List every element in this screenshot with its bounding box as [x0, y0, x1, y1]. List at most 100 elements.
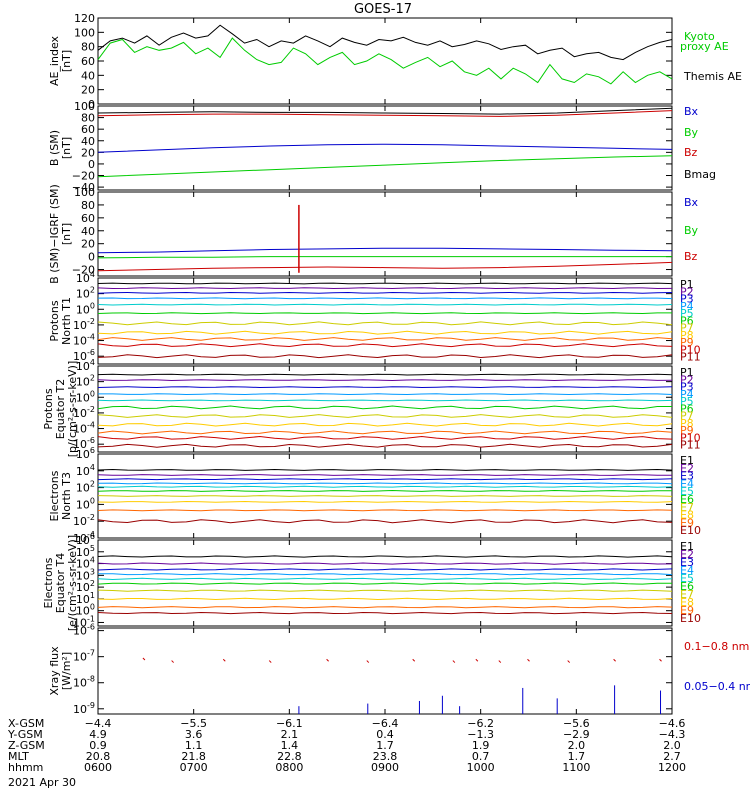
channel-line	[97, 562, 673, 565]
legend-entry: 0.1−0.8 nm	[684, 640, 749, 653]
channel-legend: E8	[680, 509, 694, 522]
xray-mark	[142, 657, 146, 661]
ytick-label: 120	[74, 12, 95, 25]
channel-legend: E9	[680, 516, 694, 529]
ylabel: Protons	[42, 388, 55, 429]
ytick-label: 80	[81, 41, 95, 54]
orbit-value: 23.8	[373, 750, 398, 763]
series-line	[97, 155, 673, 178]
ylabel: [nT]	[60, 50, 73, 72]
legend-entry: Bx	[684, 105, 699, 118]
ylabel: Xray flux	[48, 646, 61, 696]
orbit-value: −6.4	[372, 717, 399, 730]
ytick-label: 100	[74, 100, 95, 113]
ytick-label: 10-2	[73, 513, 95, 528]
orbit-value: 21.8	[181, 750, 206, 763]
orbit-value: 0.9	[89, 739, 107, 752]
channel-line	[97, 573, 673, 576]
series-line	[97, 110, 673, 117]
channel-line	[97, 354, 673, 359]
channel-legend: E9	[680, 604, 694, 617]
ytick-label: 100	[76, 603, 95, 618]
channel-line	[97, 606, 673, 609]
xray-mark	[222, 658, 226, 662]
ylabel: Protons	[48, 300, 61, 341]
orbit-value: 0800	[275, 761, 303, 774]
channel-legend: E8	[680, 596, 694, 609]
legend-entry: Bmag	[684, 168, 716, 181]
ylabel: North T1	[60, 297, 73, 345]
ytick-label: 60	[81, 55, 95, 68]
channel-legend: P10	[680, 431, 701, 444]
ytick-label: 100	[76, 389, 95, 404]
channel-legend: P8	[680, 417, 694, 430]
ytick-label: 60	[81, 123, 95, 136]
channel-legend: E5	[680, 572, 694, 585]
orbit-value: −1.3	[467, 728, 494, 741]
channel-line	[97, 489, 672, 492]
xray-mark	[567, 660, 571, 663]
ytick-label: 40	[81, 69, 95, 82]
ytick-label: 10-8	[73, 675, 95, 690]
ytick-label: 10-4	[73, 530, 95, 545]
channel-line	[97, 291, 673, 294]
ytick-label: 10-2	[73, 405, 95, 420]
series-line	[97, 143, 673, 153]
ytick-label: 20	[81, 84, 95, 97]
xray-mark	[452, 660, 456, 663]
channel-line	[97, 303, 673, 306]
ytick-label: 60	[81, 212, 95, 225]
orbit-row-label: hhmm	[8, 761, 43, 774]
channel-legend: P9	[680, 424, 694, 437]
orbit-value: −4.6	[659, 717, 686, 730]
xray-mark	[527, 658, 530, 662]
ylabel: Electrons	[42, 557, 55, 608]
orbit-row-label: Z-GSM	[8, 739, 45, 752]
channel-line	[97, 379, 673, 382]
ytick-label: 0	[88, 158, 95, 171]
xray-mark	[268, 660, 272, 663]
orbit-value: 1.7	[376, 739, 394, 752]
ytick-label: 106	[76, 532, 95, 547]
channel-line	[97, 399, 673, 402]
ytick-label: 101	[76, 591, 95, 606]
channel-line	[97, 312, 672, 315]
ytick-label: 104	[76, 463, 95, 478]
orbit-value: −6.2	[467, 717, 494, 730]
channel-legend: E1	[680, 540, 694, 553]
channel-line	[97, 495, 673, 497]
channel-legend: P4	[680, 388, 694, 401]
channel-line	[97, 485, 673, 488]
ytick-label: 106	[76, 446, 95, 461]
orbit-value: 1100	[562, 761, 590, 774]
channel-legend: E1	[680, 454, 694, 467]
orbit-value: 20.8	[86, 750, 111, 763]
ylabel: [nT]	[60, 137, 73, 159]
orbit-value: 22.8	[277, 750, 302, 763]
ytick-label: 10-4	[73, 333, 95, 348]
channel-line	[97, 337, 673, 341]
ytick-label: −20	[72, 264, 95, 277]
ytick-label: 10-4	[73, 421, 95, 436]
xray-mark	[613, 658, 616, 662]
series-line	[97, 261, 673, 272]
ytick-label: 10-7	[73, 649, 95, 664]
ytick-label: 10-6	[73, 348, 95, 363]
channel-line	[97, 577, 673, 581]
ytick-label: −20	[72, 170, 95, 183]
orbit-value: 2.1	[281, 728, 299, 741]
channel-legend: E4	[680, 564, 694, 577]
orbit-value: −6.1	[276, 717, 303, 730]
channel-line	[97, 386, 673, 389]
channel-line	[97, 611, 673, 615]
series-line	[97, 24, 673, 61]
channel-legend: E10	[680, 612, 701, 625]
ytick-label: 102	[76, 579, 95, 594]
channel-line	[97, 373, 673, 376]
channel-legend: P8	[680, 329, 694, 342]
panel-frame	[97, 277, 673, 365]
channel-legend: P11	[680, 439, 701, 452]
